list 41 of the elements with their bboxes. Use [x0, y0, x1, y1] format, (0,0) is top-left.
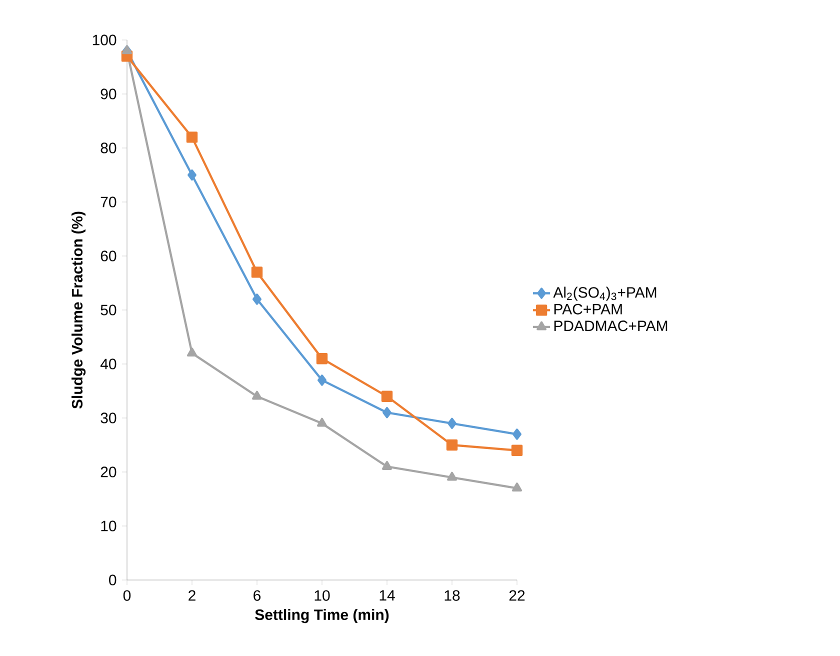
point — [187, 348, 197, 357]
x-axis-title: Settling Time (min) — [255, 609, 389, 624]
point — [382, 407, 392, 418]
point — [512, 482, 522, 492]
x-tick-label: 6 — [254, 590, 261, 601]
y-tick-label: 10 — [101, 520, 116, 532]
x-tick-label: 0 — [123, 590, 131, 601]
point — [316, 352, 328, 364]
y-tick-label: 70 — [100, 196, 116, 208]
x-tick-label: 18 — [444, 590, 460, 601]
point — [382, 461, 392, 470]
y-tick-label: 100 — [92, 34, 116, 46]
y-tick-label: 60 — [100, 250, 116, 262]
y-tick-label: 50 — [100, 304, 116, 316]
point — [318, 374, 326, 386]
point — [446, 439, 458, 451]
x-tick-label: 10 — [314, 590, 330, 601]
y-axis-title: Sludge Volume Fraction (%) — [72, 212, 86, 409]
point — [447, 472, 457, 481]
point — [186, 132, 198, 143]
point — [511, 444, 523, 456]
x-tick-label: 22 — [509, 590, 525, 601]
point — [381, 390, 393, 402]
y-tick-label: 30 — [100, 412, 116, 424]
y-tick-label: 90 — [100, 88, 116, 100]
legend-label: PAC+PAM — [554, 304, 622, 314]
point — [448, 418, 456, 429]
legend-label: PDADMAC+PAM — [554, 320, 668, 332]
point — [251, 266, 263, 278]
y-tick-label: 0 — [109, 574, 116, 586]
point — [252, 294, 262, 305]
x-tick-label: 14 — [380, 590, 395, 601]
legend-label: Al$_{2}$(SO$_{4}$)$_{3}$+PAM — [553, 286, 656, 301]
point — [512, 428, 522, 440]
point — [252, 390, 262, 400]
y-tick-label: 20 — [100, 466, 116, 478]
y-tick-label: 40 — [100, 358, 116, 370]
y-tick-label: 80 — [100, 142, 116, 154]
point — [188, 169, 196, 181]
x-tick-label: 2 — [188, 590, 196, 601]
point — [317, 418, 327, 427]
